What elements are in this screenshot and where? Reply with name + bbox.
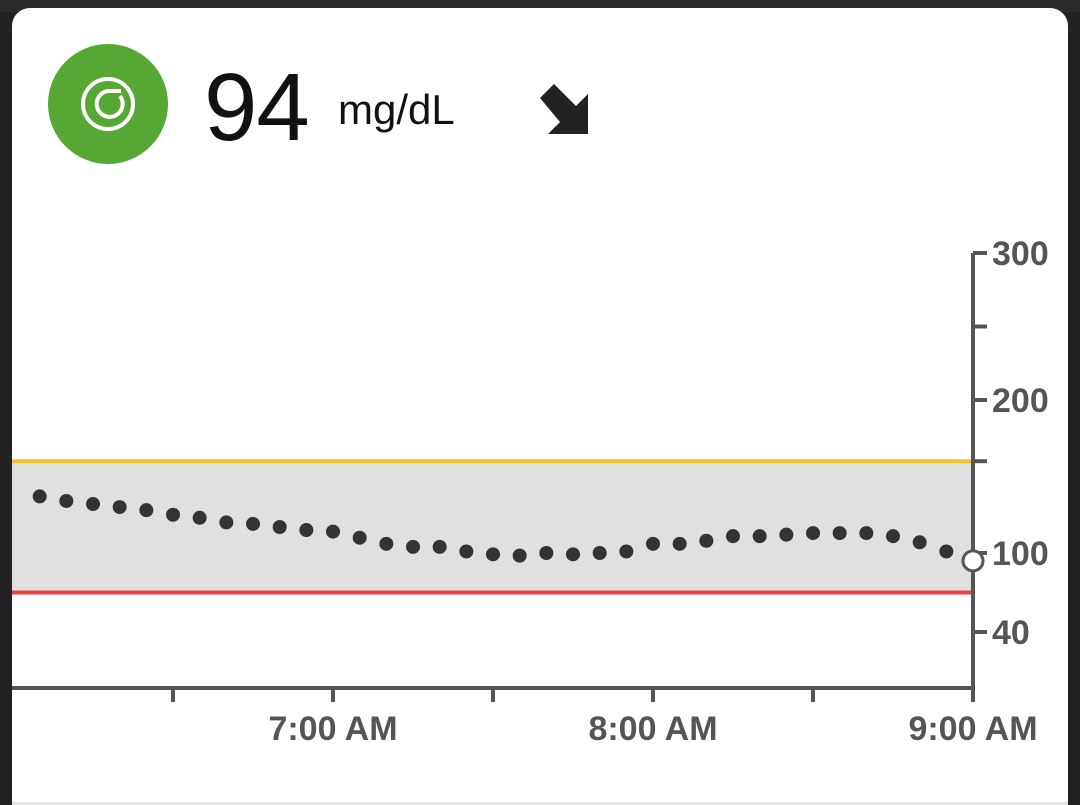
data-point <box>592 546 607 560</box>
data-point <box>32 489 47 504</box>
glucose-unit: mg/dL <box>338 86 455 133</box>
data-point <box>379 536 394 551</box>
data-point <box>912 535 927 550</box>
y-tick-label: 200 <box>992 382 1049 420</box>
data-point <box>352 530 367 545</box>
data-point <box>832 526 847 541</box>
data-point <box>406 539 420 554</box>
data-point <box>779 527 794 542</box>
target-range-band <box>12 461 973 593</box>
x-tick-label: 9:00 AM <box>908 710 1037 748</box>
data-point <box>139 503 154 518</box>
data-point <box>726 529 740 544</box>
data-point <box>539 546 554 560</box>
data-point <box>672 536 687 551</box>
data-point <box>299 523 314 538</box>
glucose-card: 94 mg/dL 40 100 200 300 7:00 AM 8:00 AM 9:00 … <box>12 8 1068 805</box>
data-point <box>326 524 340 539</box>
x-tick-label: 7:00 AM <box>268 710 397 748</box>
data-point <box>486 547 500 562</box>
data-point <box>246 516 260 531</box>
data-point <box>646 536 660 551</box>
data-point <box>112 500 127 515</box>
y-tick-label: 300 <box>992 235 1049 273</box>
y-tick-label: 40 <box>992 614 1030 652</box>
data-point <box>219 515 234 530</box>
arrow-down-right-icon <box>534 78 598 147</box>
glucose-value: 94 <box>204 54 310 161</box>
y-ticks: 40 100 200 300 <box>973 235 1049 652</box>
data-point <box>886 529 900 544</box>
x-ticks: 7:00 AM 8:00 AM 9:00 AM <box>171 688 1038 748</box>
current-reading-point[interactable] <box>961 549 985 573</box>
data-point <box>192 510 207 525</box>
data-point <box>939 544 954 559</box>
data-point <box>806 526 820 541</box>
data-point <box>859 526 874 541</box>
data-point <box>459 544 474 559</box>
data-point <box>166 507 180 522</box>
data-point <box>512 548 527 563</box>
data-point <box>59 493 74 508</box>
data-point <box>619 544 634 559</box>
data-point <box>272 519 287 534</box>
data-point <box>699 533 714 548</box>
data-point <box>86 497 100 512</box>
sensor-icon[interactable] <box>48 44 168 164</box>
x-tick-label: 8:00 AM <box>588 710 717 748</box>
data-point <box>432 539 447 554</box>
y-tick-label: 100 <box>992 535 1049 573</box>
data-point <box>566 547 580 562</box>
data-point <box>752 529 767 544</box>
sensor-icon-glyph <box>81 77 135 131</box>
glucose-chart: 40 100 200 300 7:00 AM 8:00 AM 9:00 AM <box>12 235 1049 748</box>
data-points <box>32 489 954 563</box>
divider <box>12 802 1068 805</box>
